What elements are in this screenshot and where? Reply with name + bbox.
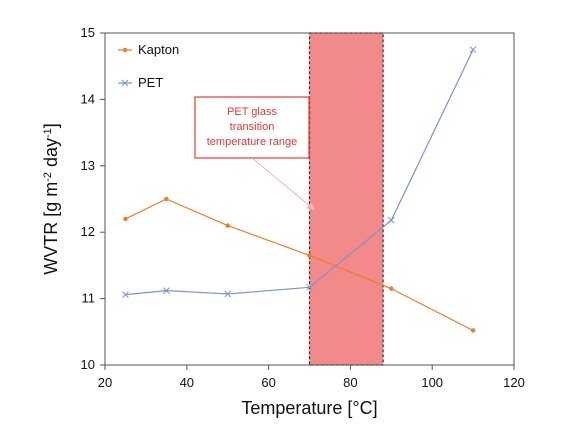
annotation-layer: PET glass transition temperature range (194, 96, 316, 211)
x-tick-label: 120 (503, 375, 525, 390)
data-point-kapton (307, 253, 312, 258)
y-tick-label: 13 (81, 158, 95, 173)
legend-marker-pet (121, 79, 129, 87)
data-point-pet (224, 290, 232, 298)
highlight-layer (308, 32, 384, 366)
series-line-pet (125, 49, 474, 296)
annotation-line: transition (230, 121, 275, 133)
x-tick-label: 60 (261, 375, 275, 390)
data-point-pet (306, 283, 313, 291)
annotation-line: temperature range (207, 136, 298, 148)
annotation-box (194, 96, 310, 159)
y-tick-label: 11 (82, 291, 96, 306)
series-line-kapton (125, 198, 474, 332)
x-tick-label: 100 (421, 375, 443, 390)
data-point-kapton (164, 196, 169, 202)
axes-layer: 20 40 60 80 100 120 10 11 12 13 14 15 Temperature [°… (41, 25, 525, 418)
plot-frame (104, 32, 515, 366)
y-tick-label: 14 (81, 91, 95, 106)
annotation-line: PET glass (227, 106, 277, 118)
legend-marker-kapton (122, 47, 128, 53)
data-point-kapton (225, 223, 230, 228)
data-point-pet (387, 216, 395, 224)
legend-layer: Kapton PET (118, 42, 179, 90)
series-layer (122, 46, 477, 333)
data-point-pet (122, 291, 129, 298)
data-point-kapton (123, 216, 128, 222)
data-point-kapton (470, 328, 476, 333)
y-tick-label: 10 (81, 357, 95, 372)
legend-label-kapton: Kapton (138, 42, 179, 57)
annotation-arrow (251, 157, 316, 211)
x-tick-label: 40 (180, 375, 194, 390)
y-tick-label: 12 (81, 224, 95, 239)
data-point-kapton (389, 286, 394, 291)
data-point-pet (162, 287, 170, 294)
legend-label-pet: PET (138, 75, 163, 90)
y-tick-label: 15 (81, 25, 95, 40)
x-axis-title: Temperature [°C] (241, 398, 377, 418)
y-axis-title: WVTR [g m-2 day-1] (41, 123, 61, 275)
x-tick-label: 80 (343, 375, 357, 390)
glass-transition-band (308, 32, 384, 366)
x-tick-label: 20 (98, 375, 112, 390)
data-point-pet (469, 46, 477, 53)
